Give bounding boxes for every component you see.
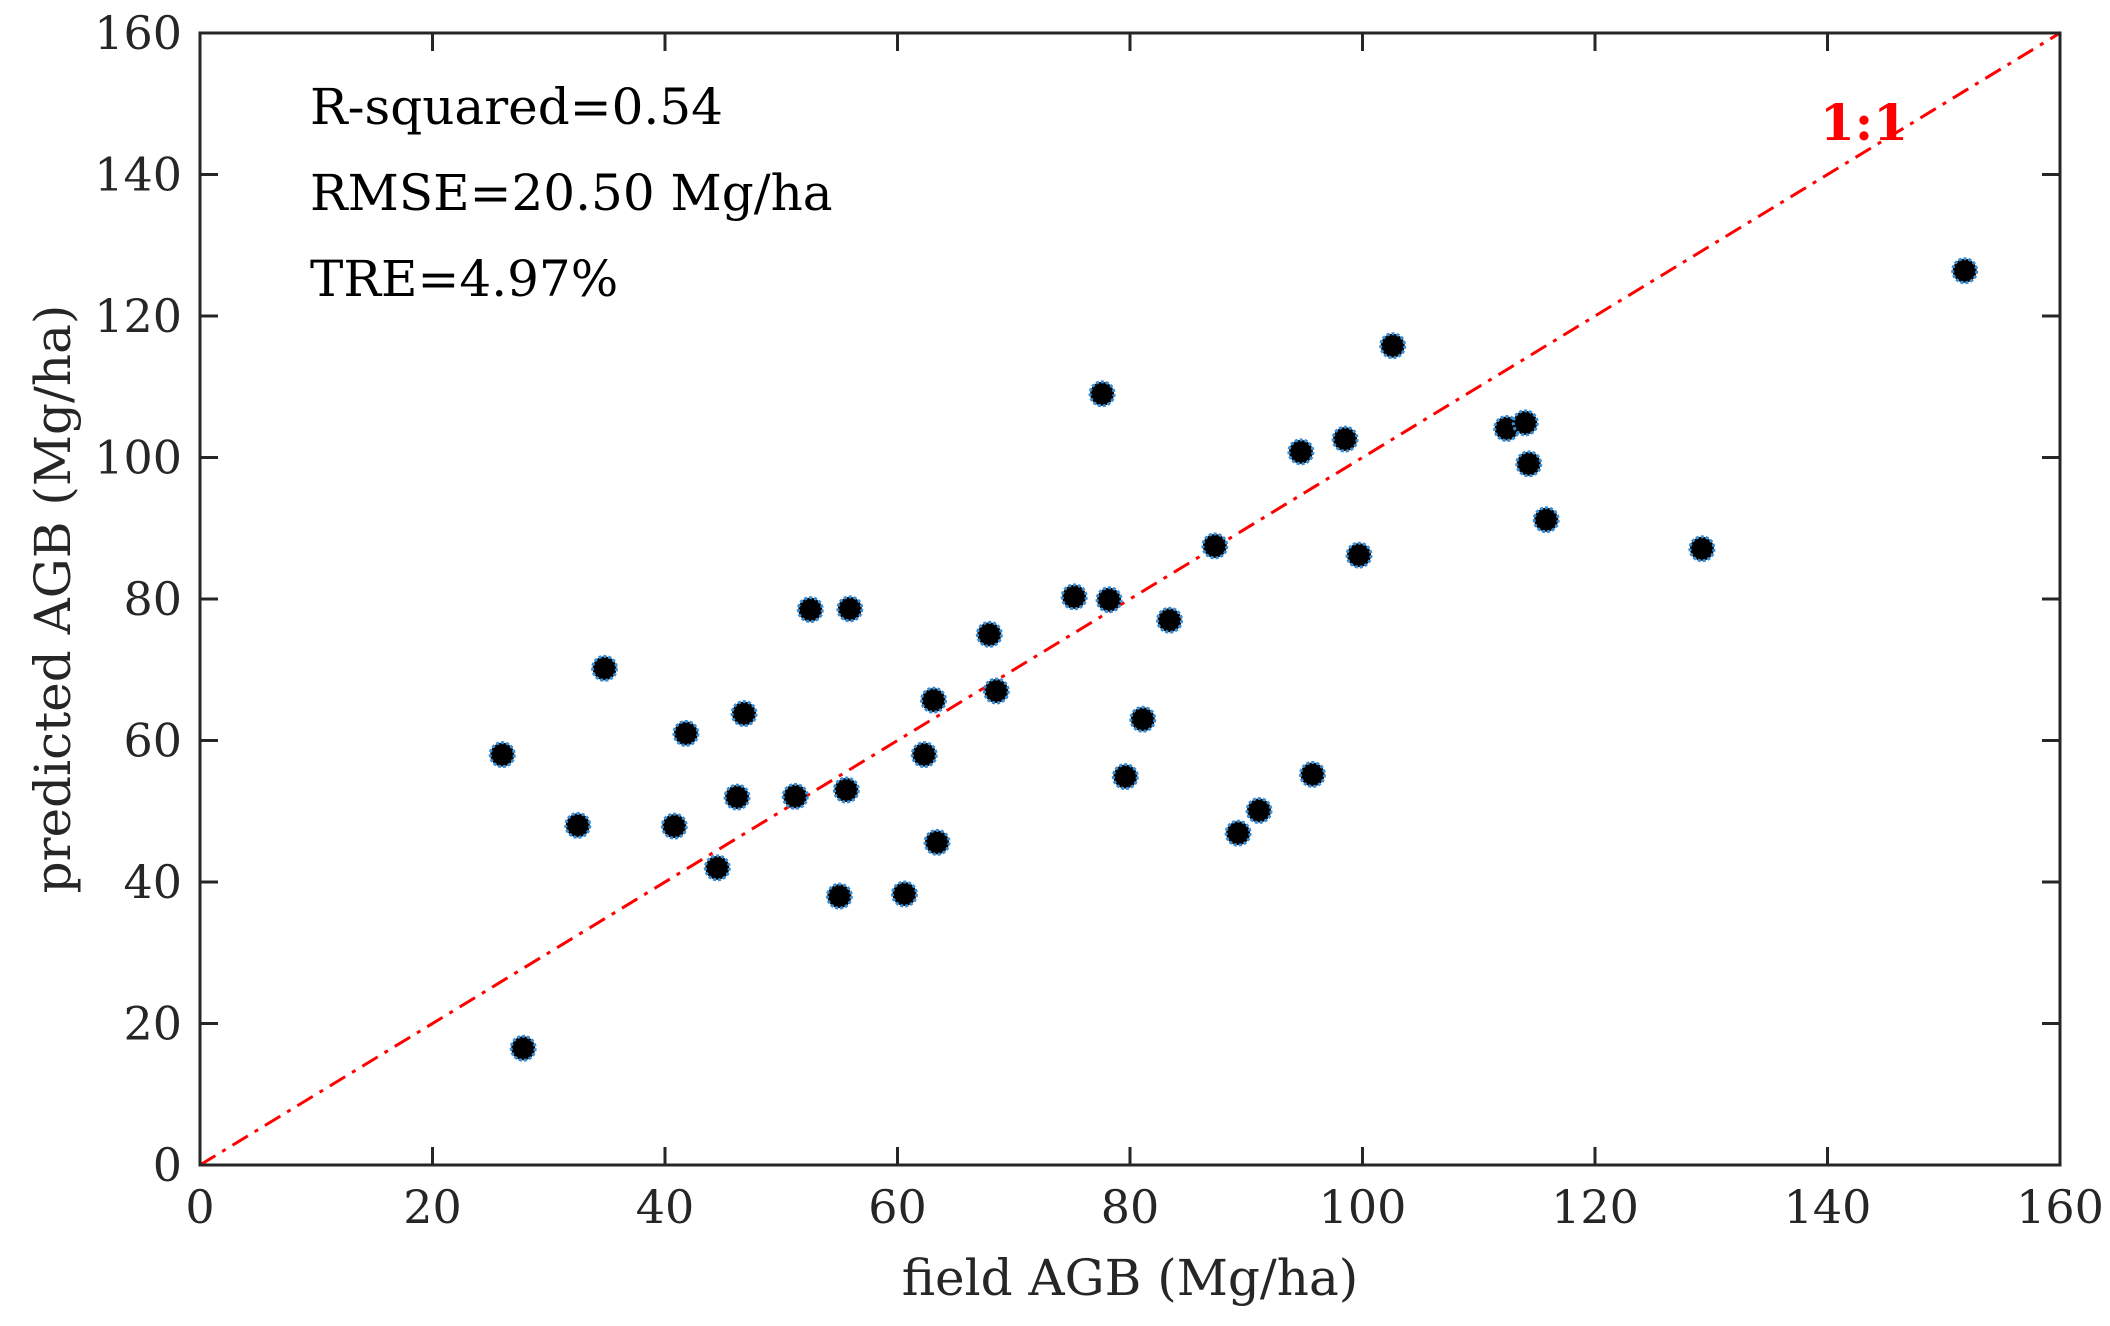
data-point: [591, 654, 619, 682]
x-tick-label: 40: [636, 1180, 695, 1234]
y-axis-label: predicted AGB (Mg/ha): [24, 305, 82, 894]
y-tick-label: 60: [123, 714, 182, 768]
y-tick-label: 80: [123, 572, 182, 626]
data-point: [1245, 797, 1273, 825]
data-point: [836, 595, 864, 623]
data-point: [890, 880, 918, 908]
points-layer: [488, 257, 1979, 1062]
x-tick-label: 0: [185, 1180, 214, 1234]
annotation-tre: TRE=4.97%: [310, 250, 618, 308]
y-tick-label: 140: [94, 148, 182, 202]
data-point: [923, 828, 951, 856]
data-point: [488, 741, 516, 769]
data-point: [1129, 705, 1157, 733]
data-point: [1515, 450, 1543, 478]
x-tick-label: 140: [1784, 1180, 1872, 1234]
data-point: [1688, 535, 1716, 563]
x-tick-label: 80: [1101, 1180, 1160, 1234]
y-tick-label: 120: [94, 289, 182, 343]
data-point: [1511, 409, 1539, 437]
data-point: [920, 686, 948, 714]
x-tick-label: 20: [403, 1180, 462, 1234]
x-tick-label: 120: [1551, 1180, 1639, 1234]
y-tick-label: 100: [94, 431, 182, 485]
annotation-r-squared: R-squared=0.54: [310, 78, 723, 136]
data-point: [1224, 819, 1252, 847]
x-axis-label: field AGB (Mg/ha): [902, 1249, 1359, 1307]
data-point: [1095, 586, 1123, 614]
data-point: [1156, 606, 1184, 634]
data-point: [910, 741, 938, 769]
reference-line-label: 1:1: [1820, 93, 1908, 152]
x-tick-label: 60: [868, 1180, 927, 1234]
data-point: [723, 783, 751, 811]
data-point: [730, 700, 758, 728]
data-point: [509, 1034, 537, 1062]
data-point: [1060, 583, 1088, 611]
data-point: [825, 882, 853, 910]
data-point: [1201, 532, 1229, 560]
data-point: [660, 812, 688, 840]
data-point: [1532, 506, 1560, 534]
data-point: [982, 677, 1010, 705]
data-point: [1088, 380, 1116, 408]
y-tick-label: 160: [94, 6, 182, 60]
data-point: [1379, 332, 1407, 360]
x-tick-label: 160: [2016, 1180, 2104, 1234]
data-point: [832, 776, 860, 804]
x-tick-label: 100: [1319, 1180, 1407, 1234]
data-point: [1287, 438, 1315, 466]
annotation-rmse: RMSE=20.50 Mg/ha: [310, 164, 833, 222]
data-point: [564, 811, 592, 839]
reference-line-1-1: [199, 31, 2061, 1167]
data-point: [703, 854, 731, 882]
data-point: [1951, 257, 1979, 285]
data-point: [1111, 763, 1139, 791]
data-point: [1345, 541, 1373, 569]
y-tick-label: 20: [123, 997, 182, 1051]
data-point: [1331, 425, 1359, 453]
data-point: [796, 596, 824, 624]
data-point: [1299, 760, 1327, 788]
data-point: [672, 719, 700, 747]
data-point: [781, 782, 809, 810]
plot-frame: [198, 31, 2062, 1167]
data-point: [975, 620, 1003, 648]
ticks-layer: 0 20 40 60 80 100 120 140 160 0 20 40 60 80 100 120 140 1…: [94, 6, 2104, 1234]
y-tick-label: 0: [153, 1138, 182, 1192]
y-tick-label: 40: [123, 855, 182, 909]
